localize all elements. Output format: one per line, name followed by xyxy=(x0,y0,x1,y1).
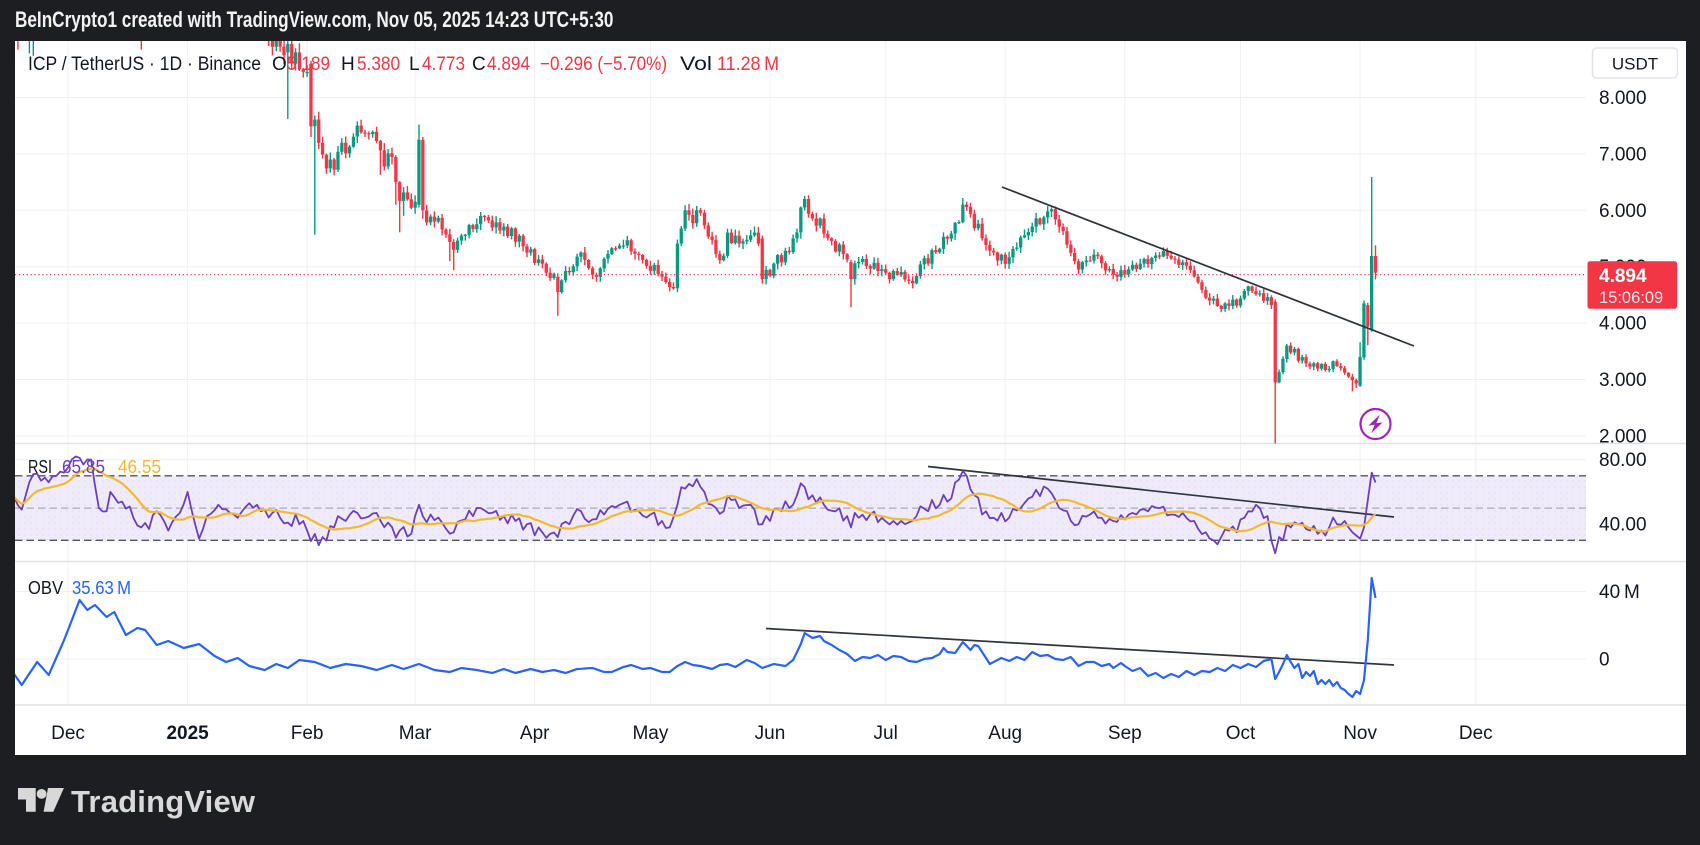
svg-text:USDT: USDT xyxy=(1612,55,1658,74)
svg-text:Jul: Jul xyxy=(874,723,898,744)
svg-text:Jun: Jun xyxy=(755,723,786,744)
svg-text:3.000: 3.000 xyxy=(1599,370,1647,391)
svg-text:8.000: 8.000 xyxy=(1599,88,1647,109)
svg-text:Sep: Sep xyxy=(1108,723,1142,744)
svg-text:46.55: 46.55 xyxy=(118,457,161,477)
svg-text:Aug: Aug xyxy=(988,723,1022,744)
svg-text:Dec: Dec xyxy=(1459,723,1493,744)
svg-text:6.000: 6.000 xyxy=(1599,201,1647,222)
svg-text:RSI: RSI xyxy=(28,457,52,477)
svg-text:Nov: Nov xyxy=(1343,723,1377,744)
svg-text:2025: 2025 xyxy=(166,723,209,744)
svg-text:Dec: Dec xyxy=(51,723,85,744)
svg-text:65.85: 65.85 xyxy=(62,457,105,477)
svg-text:2.000: 2.000 xyxy=(1599,426,1647,447)
svg-text:Apr: Apr xyxy=(520,723,550,744)
svg-text:ICP / TetherUS · 1D · Binance: ICP / TetherUS · 1D · Binance xyxy=(28,54,261,75)
svg-text:0: 0 xyxy=(1599,650,1610,671)
svg-text:15:06:09: 15:06:09 xyxy=(1599,289,1663,307)
svg-text:40.00: 40.00 xyxy=(1599,515,1647,536)
svg-text:Oct: Oct xyxy=(1226,723,1256,744)
svg-text:Feb: Feb xyxy=(291,723,324,744)
svg-text:OBV: OBV xyxy=(28,578,63,598)
svg-text:May: May xyxy=(632,723,668,744)
svg-text:40 M: 40 M xyxy=(1599,582,1640,603)
svg-text:4.894: 4.894 xyxy=(1599,266,1647,287)
svg-text:35.63 M: 35.63 M xyxy=(72,578,131,598)
svg-text:Mar: Mar xyxy=(399,723,432,744)
svg-text:4.000: 4.000 xyxy=(1599,314,1647,335)
svg-text:7.000: 7.000 xyxy=(1599,144,1647,165)
svg-text:80.00: 80.00 xyxy=(1599,450,1647,471)
